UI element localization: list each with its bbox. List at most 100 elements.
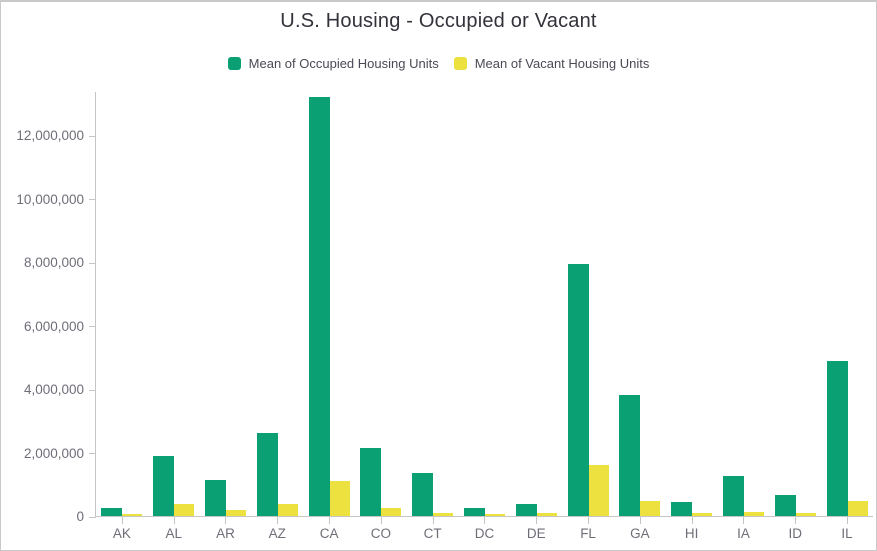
y-tick — [89, 262, 96, 264]
bar-group-de: DE — [510, 92, 562, 541]
vacant-bar-ct[interactable] — [433, 512, 454, 516]
x-axis-label-id: ID — [788, 526, 803, 541]
x-axis-label-az: AZ — [268, 526, 286, 541]
x-axis-label-ga: GA — [630, 526, 650, 541]
y-tick — [89, 453, 96, 455]
y-tick-label: 8,000,000 — [23, 255, 84, 271]
vacant-bar-co[interactable] — [381, 508, 402, 516]
x-axis-label-ca: CA — [319, 526, 339, 541]
vacant-bar-ia[interactable] — [743, 511, 764, 516]
vacant-bar-ga[interactable] — [640, 500, 661, 516]
occupied-bar-ca[interactable] — [308, 97, 330, 516]
vacant-bar-dc[interactable] — [484, 514, 505, 516]
x-tick — [847, 517, 849, 524]
vacant-bar-de[interactable] — [536, 513, 557, 516]
x-tick — [121, 517, 123, 524]
occupied-bar-hi[interactable] — [671, 502, 693, 516]
x-tick — [691, 517, 693, 524]
x-tick — [795, 517, 797, 524]
x-axis-label-al: AL — [165, 526, 182, 541]
occupied-bar-az[interactable] — [256, 432, 278, 516]
bar-group-ct: CT — [407, 92, 459, 541]
chart-legend: Mean of Occupied Housing Units Mean of V… — [1, 56, 876, 71]
occupied-bar-il[interactable] — [826, 360, 848, 516]
y-tick — [89, 389, 96, 391]
plot-area: 0 2,000,000 4,000,000 6,000,000 8,000,000 10,… — [16, 92, 873, 541]
bar-group-id: ID — [769, 92, 821, 541]
bar-group-fl: FL — [562, 92, 614, 541]
x-tick — [639, 517, 641, 524]
bar-group-ga: GA — [614, 92, 666, 541]
y-tick-label: 4,000,000 — [23, 382, 84, 398]
vacant-bar-al[interactable] — [174, 504, 195, 516]
occupied-bar-co[interactable] — [360, 448, 382, 516]
vacant-bar-id[interactable] — [795, 512, 816, 516]
y-tick — [89, 199, 96, 201]
x-tick — [536, 517, 538, 524]
chart-title: U.S. Housing - Occupied or Vacant — [280, 10, 597, 32]
x-axis-label-il: IL — [841, 526, 853, 541]
vacant-bar-hi[interactable] — [692, 513, 713, 516]
bar-group-ak: AK — [96, 92, 148, 541]
x-tick — [329, 517, 331, 524]
x-tick — [432, 517, 434, 524]
occupied-swatch-icon — [227, 57, 241, 70]
x-axis-label-ak: AK — [112, 526, 131, 541]
vacant-bar-il[interactable] — [847, 500, 868, 516]
bar-row: AK AL AR AZ CA CO CT DC DE FL GA HI IA ID IL — [96, 92, 873, 541]
legend-item-vacant[interactable]: Mean of Vacant Housing Units — [453, 56, 650, 71]
occupied-bar-fl[interactable] — [567, 263, 589, 516]
y-tick — [89, 326, 96, 328]
x-tick — [380, 517, 382, 524]
bar-group-ia: IA — [718, 92, 770, 541]
y-tick-label: 12,000,000 — [16, 128, 84, 144]
bar-group-ar: AR — [200, 92, 252, 541]
y-tick-label: 2,000,000 — [23, 445, 84, 461]
vacant-bar-fl[interactable] — [588, 464, 609, 516]
y-tick-label: 6,000,000 — [23, 318, 84, 334]
y-tick — [89, 135, 96, 137]
occupied-bar-de[interactable] — [515, 504, 537, 516]
x-axis-label-dc: DC — [474, 526, 495, 541]
bar-group-co: CO — [355, 92, 407, 541]
x-tick — [173, 517, 175, 524]
occupied-bar-dc[interactable] — [463, 507, 485, 516]
bar-group-hi: HI — [666, 92, 718, 541]
y-tick-label: 0 — [76, 509, 84, 524]
x-axis-label-ia: IA — [737, 526, 750, 541]
x-axis-label-co: CO — [370, 526, 391, 541]
bar-group-ca: CA — [303, 92, 355, 541]
x-axis-label-de: DE — [526, 526, 546, 541]
occupied-bar-ct[interactable] — [412, 473, 434, 516]
x-axis-label-ar: AR — [216, 526, 235, 541]
occupied-bar-ga[interactable] — [619, 395, 641, 516]
x-tick — [588, 517, 590, 524]
x-axis-label-fl: FL — [580, 526, 596, 541]
occupied-bar-al[interactable] — [153, 456, 175, 516]
legend-label-occupied: Mean of Occupied Housing Units — [248, 56, 439, 71]
bar-group-dc: DC — [459, 92, 511, 541]
occupied-bar-ar[interactable] — [204, 479, 226, 516]
legend-label-vacant: Mean of Vacant Housing Units — [474, 56, 650, 71]
occupied-bar-ia[interactable] — [722, 476, 744, 516]
occupied-bar-id[interactable] — [774, 495, 796, 516]
occupied-bar-ak[interactable] — [101, 508, 123, 516]
vacant-bar-ca[interactable] — [329, 481, 350, 516]
bar-group-al: AL — [148, 92, 200, 541]
y-tick — [89, 516, 96, 518]
vacant-bar-ar[interactable] — [225, 509, 246, 516]
vacant-bar-ak[interactable] — [122, 514, 143, 516]
bar-group-il: IL — [821, 92, 873, 541]
y-tick-label: 10,000,000 — [16, 191, 84, 207]
x-tick — [743, 517, 745, 524]
x-tick — [277, 517, 279, 524]
vacant-swatch-icon — [453, 57, 467, 70]
x-tick — [225, 517, 227, 524]
vacant-bar-az[interactable] — [277, 503, 298, 516]
legend-item-occupied[interactable]: Mean of Occupied Housing Units — [227, 56, 439, 71]
x-axis-label-hi: HI — [684, 526, 699, 541]
x-axis-label-ct: CT — [423, 526, 442, 541]
bar-group-az: AZ — [251, 92, 303, 541]
x-tick — [484, 517, 486, 524]
